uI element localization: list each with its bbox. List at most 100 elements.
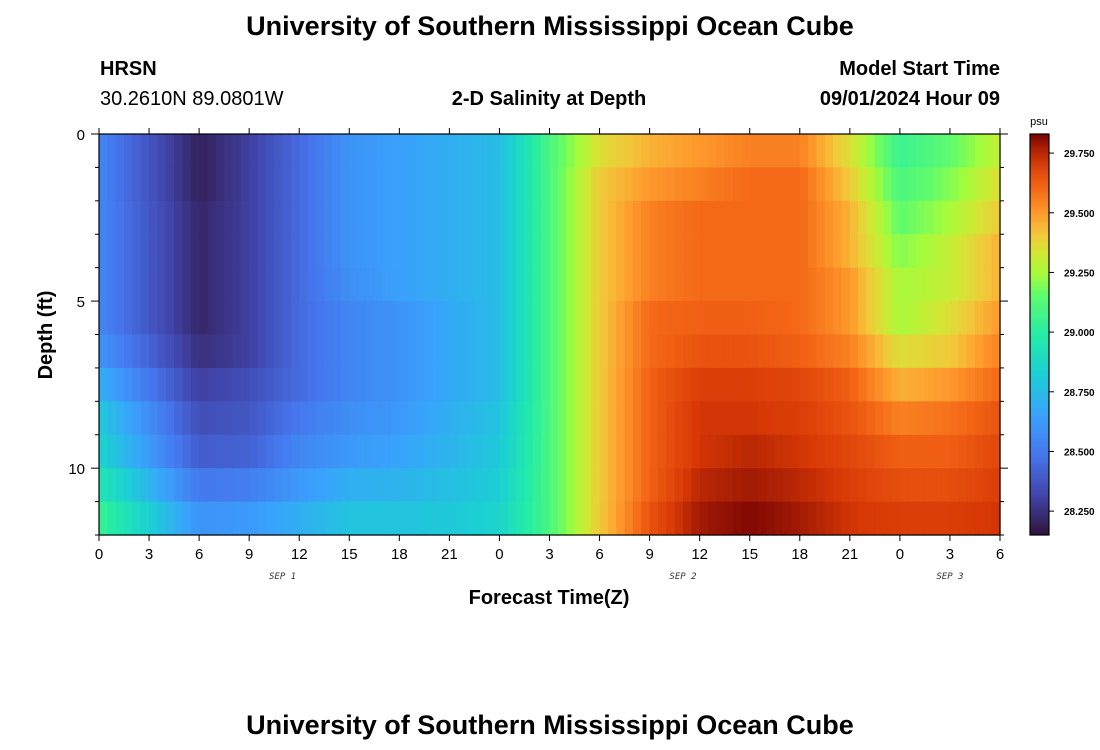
heatmap-cell: [849, 401, 859, 436]
heatmap-cell: [691, 334, 701, 369]
heatmap-cell: [232, 501, 242, 536]
heatmap-cell: [574, 468, 584, 503]
x-tick-label: 12: [691, 546, 708, 563]
heatmap-cell: [115, 367, 125, 402]
heatmap-cell: [315, 501, 325, 536]
heatmap-cell: [466, 167, 476, 202]
heatmap-cell: [324, 334, 334, 369]
heatmap-cell: [399, 434, 409, 469]
heatmap-cell: [340, 234, 350, 269]
heatmap-cell: [274, 134, 284, 169]
heatmap-cell: [699, 434, 709, 469]
heatmap-cell: [507, 200, 517, 235]
x-tick-label: 3: [145, 546, 153, 563]
y-tick-label: 10: [68, 461, 85, 478]
heatmap-cell: [282, 501, 292, 536]
colorbar-tick-label: 28.250: [1064, 507, 1095, 518]
heatmap-cell: [941, 134, 951, 169]
heatmap-cell: [682, 501, 692, 536]
heatmap-cell: [249, 501, 259, 536]
heatmap-cell: [140, 468, 150, 503]
heatmap-cell: [858, 334, 868, 369]
heatmap-cell: [149, 434, 158, 469]
heatmap-cell: [916, 167, 926, 202]
heatmap-cell: [791, 167, 801, 202]
heatmap-cell: [657, 468, 667, 503]
heatmap-cell: [424, 401, 434, 436]
heatmap-cell: [140, 401, 150, 436]
heatmap-cell: [991, 134, 1001, 169]
heatmap-cell: [716, 200, 726, 235]
heatmap-cell: [390, 501, 400, 536]
heatmap-cell: [891, 200, 901, 235]
heatmap-cell: [207, 434, 217, 469]
heatmap-cell: [924, 367, 934, 402]
heatmap-cell: [332, 234, 342, 269]
heatmap-cell: [449, 468, 459, 503]
heatmap-cell: [783, 501, 793, 536]
heatmap-cell: [407, 434, 417, 469]
heatmap-cell: [916, 334, 926, 369]
heatmap-cell: [507, 468, 517, 503]
heatmap-cell: [290, 468, 300, 503]
heatmap-cell: [541, 434, 551, 469]
heatmap-cell: [232, 267, 242, 302]
heatmap-cell: [983, 200, 993, 235]
heatmap-cell: [799, 367, 809, 402]
heatmap-cell: [949, 367, 959, 402]
station-coords: 30.2610N 89.0801W: [100, 88, 284, 110]
heatmap-cell: [924, 134, 934, 169]
heatmap-cell: [349, 334, 359, 369]
heatmap-cell: [983, 167, 993, 202]
heatmap-cell: [649, 234, 659, 269]
heatmap-cell: [657, 267, 667, 302]
heatmap-cell: [365, 134, 375, 169]
heatmap-cell: [132, 334, 142, 369]
heatmap-cell: [974, 134, 984, 169]
heatmap-cell: [215, 267, 225, 302]
heatmap-cell: [599, 434, 609, 469]
heatmap-cell: [607, 367, 617, 402]
x-tick-label: 3: [545, 546, 553, 563]
heatmap-cell: [324, 234, 334, 269]
heatmap-cell: [416, 501, 425, 536]
heatmap-cell: [374, 367, 384, 402]
heatmap-cell: [874, 267, 884, 302]
heatmap-cell: [958, 334, 968, 369]
heatmap-cell: [207, 501, 217, 536]
heatmap-cell: [482, 200, 492, 235]
heatmap-cell: [340, 468, 350, 503]
heatmap-cell: [749, 200, 759, 235]
heatmap-cell: [824, 200, 834, 235]
heatmap-cell: [466, 267, 476, 302]
heatmap-cell: [557, 200, 567, 235]
heatmap-cell: [357, 334, 367, 369]
heatmap-cell: [858, 267, 868, 302]
heatmap-cell: [215, 200, 225, 235]
heatmap-cell: [224, 301, 234, 336]
x-tick-label: 9: [245, 546, 253, 563]
heatmap-cell: [424, 334, 434, 369]
heatmap-cell: [274, 434, 284, 469]
heatmap-cell: [766, 134, 776, 169]
heatmap-cell: [949, 167, 959, 202]
heatmap-cell: [849, 167, 859, 202]
heatmap-cell: [474, 367, 484, 402]
heatmap-cell: [833, 501, 843, 536]
heatmap-cell: [841, 134, 851, 169]
heatmap-cell: [240, 501, 250, 536]
heatmap-cell: [666, 468, 676, 503]
heatmap-cell: [174, 401, 184, 436]
colorbar-tick-label: 29.250: [1064, 268, 1095, 279]
heatmap-cell: [841, 501, 851, 536]
heatmap-cell: [457, 501, 467, 536]
heatmap-cell: [808, 401, 818, 436]
heatmap-cell: [607, 234, 617, 269]
heatmap-cells: [99, 134, 1001, 536]
heatmap-cell: [791, 434, 801, 469]
heatmap-cell: [941, 468, 951, 503]
heatmap-cell: [899, 501, 909, 536]
heatmap-cell: [507, 434, 517, 469]
heatmap-cell: [416, 334, 425, 369]
heatmap-cell: [783, 267, 793, 302]
